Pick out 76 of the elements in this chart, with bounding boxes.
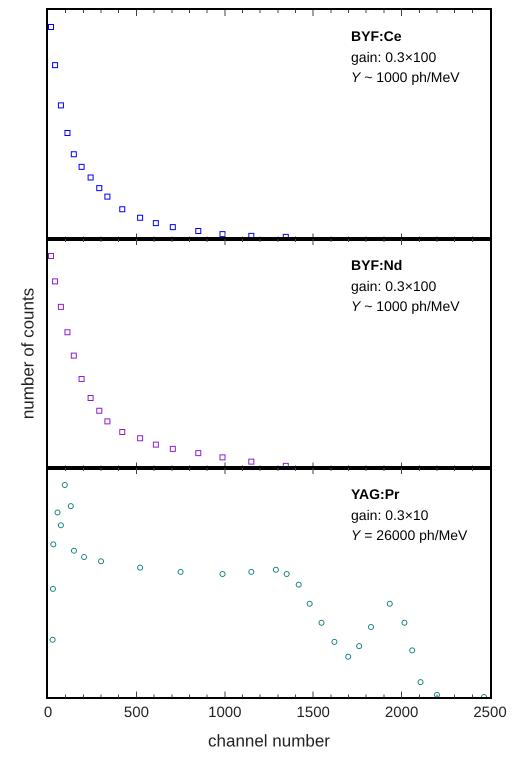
point xyxy=(48,252,54,259)
point xyxy=(104,194,110,200)
point xyxy=(50,541,56,548)
point xyxy=(96,408,102,414)
point xyxy=(119,206,126,212)
point xyxy=(64,329,70,336)
point xyxy=(68,503,74,510)
point xyxy=(386,600,393,607)
point xyxy=(78,376,85,382)
point xyxy=(296,582,302,588)
y-axis-title: number of counts xyxy=(18,288,38,420)
annotation: BYF:Ce xyxy=(351,28,402,44)
point xyxy=(48,24,54,30)
point xyxy=(70,352,77,359)
point xyxy=(58,304,64,310)
point xyxy=(318,620,325,626)
point xyxy=(178,568,184,575)
point xyxy=(152,220,159,226)
point xyxy=(368,624,374,630)
point xyxy=(52,62,58,68)
point xyxy=(272,566,279,573)
point xyxy=(220,231,226,238)
point xyxy=(248,568,254,575)
point xyxy=(119,428,126,435)
annotation: gain: 0.3×100 xyxy=(351,278,436,294)
point xyxy=(137,214,144,221)
point xyxy=(78,164,85,170)
point xyxy=(50,586,56,592)
point xyxy=(345,654,352,660)
point xyxy=(195,228,202,234)
annotation: BYF:Nd xyxy=(351,257,402,273)
x-tick-label: 2500 xyxy=(473,704,507,721)
annotation: Y ~ 1000 ph/MeV xyxy=(351,298,460,314)
x-axis-title: channel number xyxy=(208,732,330,751)
point xyxy=(306,600,313,607)
point xyxy=(98,558,104,564)
point xyxy=(52,278,58,284)
point xyxy=(50,636,56,643)
point xyxy=(64,130,70,136)
point xyxy=(195,450,202,456)
point xyxy=(58,102,64,108)
point xyxy=(152,442,159,448)
point xyxy=(70,151,77,158)
annotation: Y ~ 1000 ph/MeV xyxy=(351,69,460,85)
point xyxy=(81,554,88,560)
point xyxy=(356,643,362,650)
point xyxy=(409,647,416,654)
annotation: Y = 26000 ph/MeV xyxy=(351,527,468,543)
point xyxy=(96,185,102,192)
point xyxy=(70,548,77,554)
point xyxy=(284,571,290,578)
point xyxy=(58,522,64,528)
point xyxy=(137,564,144,571)
annotation: gain: 0.3×100 xyxy=(351,49,436,65)
point xyxy=(418,679,424,686)
x-tick-label: 0 xyxy=(44,704,52,721)
point xyxy=(401,620,408,626)
point xyxy=(137,435,144,442)
annotation: YAG:Pr xyxy=(351,486,400,502)
point xyxy=(88,395,94,402)
point xyxy=(331,638,338,645)
point xyxy=(88,174,94,181)
point xyxy=(220,571,226,578)
point xyxy=(248,458,254,465)
annotation: gain: 0.3×10 xyxy=(351,507,429,523)
point xyxy=(220,454,226,460)
point xyxy=(434,692,440,697)
point xyxy=(54,510,61,516)
x-tick-label: 500 xyxy=(124,704,149,721)
point xyxy=(170,224,176,230)
x-tick-label: 1000 xyxy=(208,704,242,721)
x-tick-label: 1500 xyxy=(296,704,330,721)
point xyxy=(104,418,110,424)
point xyxy=(62,482,68,488)
x-tick-label: 2000 xyxy=(384,704,418,721)
point xyxy=(170,446,176,452)
